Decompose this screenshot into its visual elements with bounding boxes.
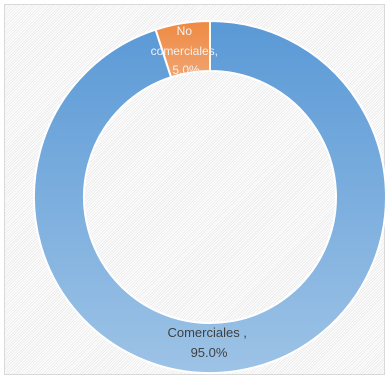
slice-label-comerciales: Comerciales , 95.0% bbox=[167, 325, 250, 360]
slice-comerciales bbox=[33, 19, 387, 374]
slice-no-comerciales bbox=[154, 19, 211, 79]
slice-label-no-comerciales: No comerciales, 5.0% bbox=[151, 24, 222, 77]
